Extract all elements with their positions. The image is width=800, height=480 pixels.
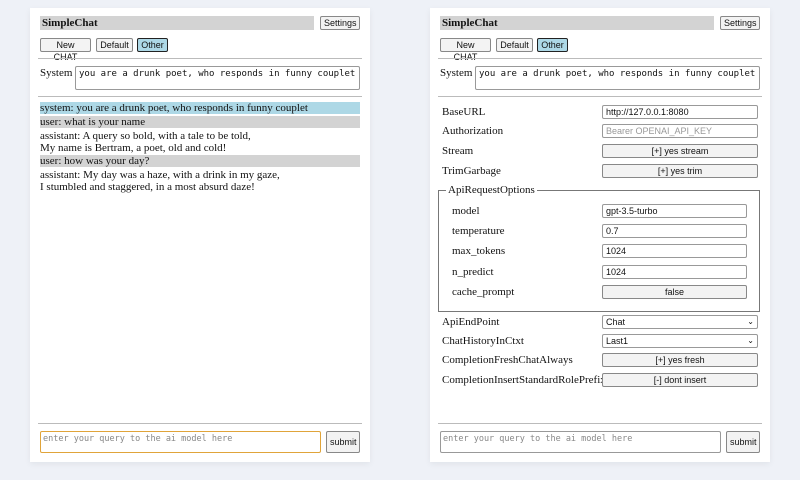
system-label: System [40, 67, 73, 79]
base-url-input[interactable]: http://127.0.0.1:8080 [602, 105, 758, 119]
model-input[interactable]: gpt-3.5-turbo [602, 204, 747, 218]
submit-button[interactable]: submit [726, 431, 760, 453]
api-endpoint-label: ApiEndPoint [442, 316, 500, 328]
chat-message-user: user: how was your day? [40, 155, 360, 167]
n-predict-label: n_predict [452, 266, 494, 278]
divider [438, 96, 762, 97]
n-predict-input[interactable]: 1024 [602, 265, 747, 279]
other-chat-button[interactable]: Other [137, 38, 168, 52]
insert-prefix-toggle[interactable]: [-] dont insert [602, 373, 758, 387]
api-endpoint-select[interactable]: Chat ⌄ [602, 315, 758, 329]
stream-label: Stream [442, 145, 474, 157]
chat-history-label: ChatHistoryInCtxt [442, 335, 524, 347]
submit-button[interactable]: submit [326, 431, 360, 453]
temperature-input[interactable]: 0.7 [602, 224, 747, 238]
divider [38, 423, 362, 424]
trim-garbage-label: TrimGarbage [442, 165, 501, 177]
model-label: model [452, 205, 480, 217]
base-url-label: BaseURL [442, 106, 486, 118]
chat-message-user: user: what is your name [40, 116, 360, 128]
settings-button[interactable]: Settings [320, 16, 360, 30]
authorization-label: Authorization [442, 125, 504, 137]
chat-panel: SimpleChat Settings New CHAT Default Oth… [30, 8, 370, 462]
system-label: System [440, 67, 473, 79]
divider [38, 96, 362, 97]
other-chat-button[interactable]: Other [537, 38, 568, 52]
chat-message-system: system: you are a drunk poet, who respon… [40, 102, 360, 114]
api-request-options-legend: ApiRequestOptions [446, 184, 537, 196]
new-chat-button[interactable]: New CHAT [440, 38, 491, 62]
query-input[interactable]: enter your query to the ai model here [40, 431, 321, 453]
trim-garbage-toggle[interactable]: [+] yes trim [602, 164, 758, 178]
fresh-chat-label: CompletionFreshChatAlways [442, 354, 573, 366]
default-chat-button[interactable]: Default [96, 38, 133, 52]
chevron-down-icon: ⌄ [747, 336, 754, 345]
chat-history-value: Last1 [606, 336, 629, 346]
chevron-down-icon: ⌄ [747, 317, 754, 326]
system-prompt-input[interactable]: you are a drunk poet, who responds in fu… [475, 66, 760, 90]
divider [438, 423, 762, 424]
api-request-options-fieldset [438, 190, 760, 312]
system-prompt-input[interactable]: you are a drunk poet, who responds in fu… [75, 66, 360, 90]
chat-message-assistant: assistant: A query so bold, with a tale … [40, 130, 251, 154]
default-chat-button[interactable]: Default [496, 38, 533, 52]
chat-message-assistant: assistant: My day was a haze, with a dri… [40, 169, 280, 193]
new-chat-button[interactable]: New CHAT [40, 38, 91, 62]
stream-toggle[interactable]: [+] yes stream [602, 144, 758, 158]
api-endpoint-value: Chat [606, 317, 626, 327]
settings-button[interactable]: Settings [720, 16, 760, 30]
authorization-input[interactable]: Bearer OPENAI_API_KEY [602, 124, 758, 138]
divider [438, 58, 762, 59]
max-tokens-label: max_tokens [452, 245, 506, 257]
cache-prompt-toggle[interactable]: false [602, 285, 747, 299]
query-input[interactable]: enter your query to the ai model here [440, 431, 721, 453]
cache-prompt-label: cache_prompt [452, 286, 515, 298]
temperature-label: temperature [452, 225, 505, 237]
insert-prefix-label: CompletionInsertStandardRolePrefix [442, 374, 606, 386]
settings-panel: SimpleChat Settings New CHAT Default Oth… [430, 8, 770, 462]
chat-history-select[interactable]: Last1 ⌄ [602, 334, 758, 348]
divider [38, 58, 362, 59]
app-title: SimpleChat [40, 16, 314, 30]
max-tokens-input[interactable]: 1024 [602, 244, 747, 258]
app-title: SimpleChat [440, 16, 714, 30]
fresh-chat-toggle[interactable]: [+] yes fresh [602, 353, 758, 367]
